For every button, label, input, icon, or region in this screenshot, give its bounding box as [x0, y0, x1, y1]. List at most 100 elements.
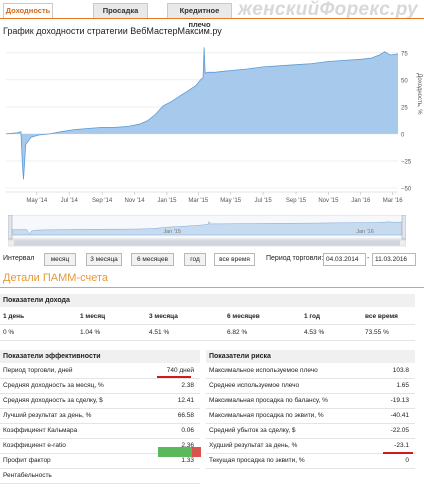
- chart-navigator[interactable]: Jan '15 Jan '16: [8, 215, 406, 247]
- efficiency-value: 2.38: [181, 382, 194, 389]
- profitability-bar-positive: [158, 447, 192, 457]
- x-tick-label: Mar '15: [188, 198, 208, 204]
- interval-3-months-button[interactable]: 3 месяца: [86, 253, 122, 266]
- efficiency-value: 12.41: [177, 397, 194, 404]
- y-axis-label: Доходность, %: [416, 73, 422, 115]
- risk-label: Худший результат за день, %: [209, 442, 298, 449]
- tab-bar: Доходность Просадка Кредитное плечо женс…: [0, 0, 424, 29]
- yield-header-row: 1 день 1 месяц 3 месяца 6 месяцев 1 год …: [0, 309, 415, 325]
- y-tick-label: −50: [401, 187, 412, 193]
- y-tick-label: −25: [401, 159, 412, 165]
- risk-label: Максимальная просадка по балансу, %: [209, 397, 328, 404]
- efficiency-value: 1.33: [181, 457, 194, 464]
- tab-drawdown[interactable]: Просадка: [93, 3, 148, 18]
- navigator-tick-label: Jan '16: [356, 229, 374, 235]
- x-tick-label: May '14: [26, 198, 47, 204]
- chart-title: График доходности стратегии ВебМастерМак…: [3, 26, 222, 36]
- risk-value: 1.65: [396, 382, 409, 389]
- yield-line: [5, 47, 399, 180]
- section-divider: [0, 287, 424, 288]
- interval-6-months-button[interactable]: 6 месяцев: [131, 253, 174, 266]
- risk-value: -40.41: [390, 412, 409, 419]
- risk-header: Показатели риска: [206, 350, 415, 363]
- date-from-input[interactable]: 04.03.2014: [323, 253, 366, 266]
- efficiency-value: 2.36: [181, 442, 194, 449]
- date-to-input[interactable]: 11.03.2016: [372, 253, 416, 266]
- efficiency-row: Средняя доходность за сделку, $ 12.41: [0, 394, 200, 409]
- x-tick-label: May '15: [220, 198, 241, 204]
- x-tick-label: Jan '16: [351, 198, 371, 204]
- efficiency-row: Период торговли, дней 740 дней: [0, 364, 200, 379]
- risk-row: Средний убыток за сделку, $ -22.05: [206, 424, 415, 439]
- x-tick-label: Nov '15: [318, 198, 339, 204]
- risk-row: Текущая просадка по эквити, % 0: [206, 454, 415, 469]
- risk-row: Худший результат за день, % -23.1: [206, 439, 415, 454]
- profitability-bar-negative: [192, 447, 201, 457]
- yield-col: 1 месяц: [80, 313, 106, 320]
- navigator-handle-right[interactable]: [401, 215, 406, 240]
- interval-all-time-button[interactable]: все время: [214, 253, 255, 266]
- interval-year-button[interactable]: год: [184, 253, 206, 266]
- risk-row: Максимальная просадка по балансу, % -19.1…: [206, 394, 415, 409]
- efficiency-label: Средняя доходность за месяц, %: [3, 382, 104, 389]
- navigator-series: [11, 220, 403, 236]
- period-label: Период торговли:: [266, 255, 324, 262]
- efficiency-value: 740 дней: [166, 367, 194, 374]
- x-tick-label: Sep '14: [92, 198, 113, 204]
- yield-col: 3 месяца: [149, 313, 178, 320]
- risk-label: Максимальное используемое плечо: [209, 367, 318, 374]
- efficiency-label: Период торговли, дней: [3, 367, 73, 374]
- efficiency-label: Средняя доходность за сделку, $: [3, 397, 103, 404]
- y-tick-label: 0: [401, 132, 405, 138]
- interval-label: Интервал: [3, 255, 35, 262]
- efficiency-label: Профит фактор: [3, 457, 51, 464]
- yield-col: 6 месяцев: [227, 313, 260, 320]
- yield-values-row: 0 % 1.04 % 4.51 % 6.82 % 4.53 % 73.55 %: [0, 325, 415, 341]
- navigator-handle-left[interactable]: [8, 215, 13, 240]
- yield-value: 4.53 %: [304, 329, 325, 336]
- efficiency-label: Лучший результат за день, %: [3, 412, 92, 419]
- yield-header: Показатели дохода: [0, 294, 415, 307]
- risk-value: -23.1: [394, 442, 409, 449]
- yield-col: 1 день: [3, 313, 25, 320]
- efficiency-value: 0.06: [181, 427, 194, 434]
- tab-leverage[interactable]: Кредитное плечо: [167, 3, 232, 29]
- date-separator: -: [367, 255, 370, 262]
- risk-table: Максимальное используемое плечо 103.8 Сред…: [206, 364, 415, 469]
- efficiency-value: 66.58: [177, 412, 194, 419]
- risk-label: Максимальная просадка по эквити, %: [209, 412, 324, 419]
- risk-label: Текущая просадка по эквити, %: [209, 457, 305, 464]
- y-tick-label: 75: [401, 51, 408, 57]
- efficiency-label: Коэффициент Кальмара: [3, 427, 78, 434]
- pamm-details-title: Детали ПАММ-счета: [3, 272, 108, 284]
- tab-yield[interactable]: Доходность: [3, 3, 53, 18]
- site-watermark: женскийФорекс.ру: [237, 0, 418, 20]
- x-tick-label: Mar '16: [383, 198, 403, 204]
- yield-value: 6.82 %: [227, 329, 248, 336]
- efficiency-label: Коэффициент e-ratio: [3, 442, 66, 449]
- x-tick-label: Sep '15: [286, 198, 307, 204]
- efficiency-row: Лучший результат за день, % 66.58: [0, 409, 200, 424]
- tab-underline: [0, 18, 424, 19]
- highlight-underline: [383, 452, 413, 454]
- yield-value: 4.51 %: [149, 329, 170, 336]
- risk-label: Средний убыток за сделку, $: [209, 427, 296, 434]
- x-tick-label: Jul '14: [61, 198, 79, 204]
- yield-chart: 75 50 25 0 −25 −50 Доходность, % May '14 Jul '14…: [5, 47, 422, 204]
- yield-value: 0 %: [3, 329, 15, 336]
- risk-row: Среднее используемое плечо 1.65: [206, 379, 415, 394]
- risk-value: -22.05: [390, 427, 409, 434]
- risk-label: Среднее используемое плечо: [209, 382, 300, 389]
- efficiency-row: Профит фактор 1.33: [0, 454, 200, 469]
- yield-value: 73.55 %: [365, 329, 389, 336]
- efficiency-row: Коэффициент e-ratio 2.36: [0, 439, 200, 454]
- efficiency-row: Средняя доходность за месяц, % 2.38: [0, 379, 200, 394]
- risk-value: 0: [405, 457, 409, 464]
- highlight-underline: [157, 376, 191, 378]
- interval-row: Интервал месяц 3 месяца 6 месяцев год вс…: [0, 253, 424, 267]
- efficiency-label: Рентабельность: [3, 472, 52, 479]
- interval-month-button[interactable]: месяц: [44, 253, 76, 266]
- yield-area: [6, 47, 398, 180]
- risk-row: Максимальная просадка по эквити, % -40.41: [206, 409, 415, 424]
- scrollbar-thumb[interactable]: [14, 240, 400, 246]
